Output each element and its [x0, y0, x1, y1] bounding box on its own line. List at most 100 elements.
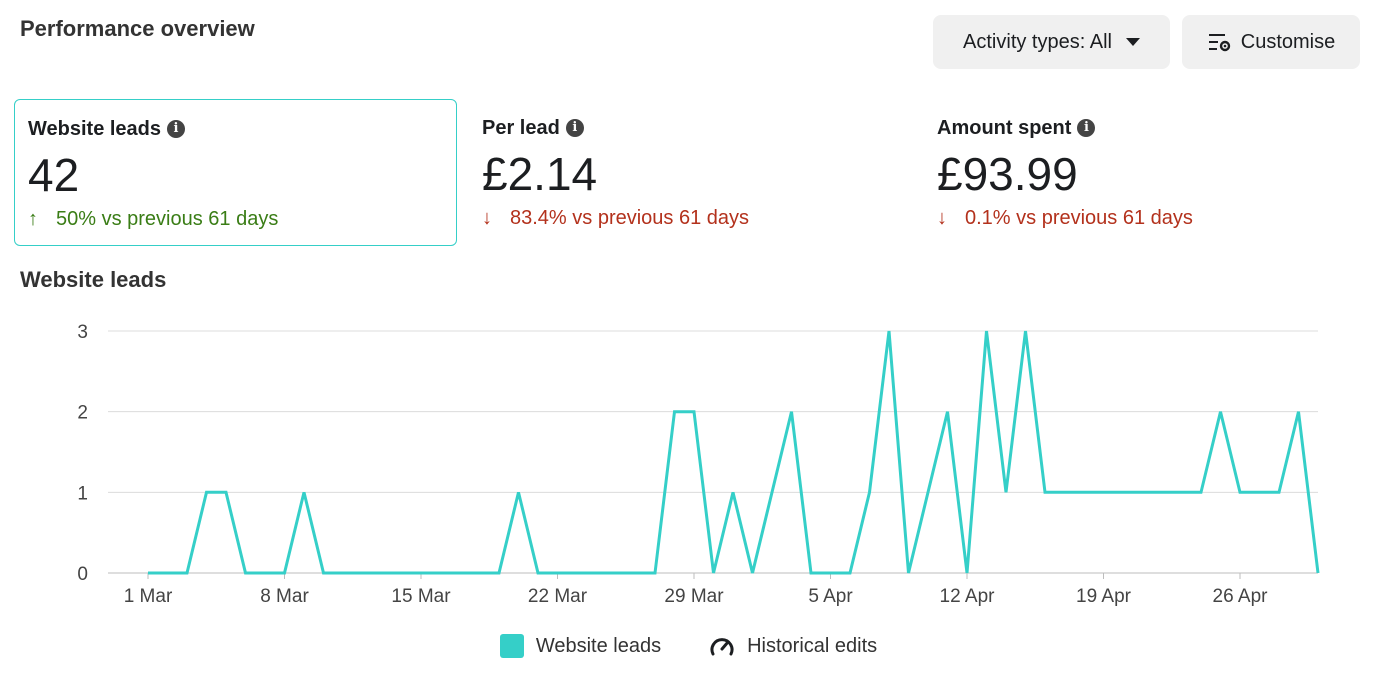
data-point[interactable] — [1295, 408, 1303, 416]
data-point[interactable] — [242, 569, 250, 577]
data-point[interactable] — [1197, 488, 1205, 496]
metric-card-website-leads[interactable]: Website leads i 42 ↑ 50% vs previous 61 … — [14, 99, 457, 246]
data-point[interactable] — [866, 488, 874, 496]
x-tick-label: 12 Apr — [940, 586, 996, 607]
legend-item-historical-edits[interactable]: Historical edits — [709, 634, 877, 658]
data-point[interactable] — [788, 408, 796, 416]
metric-card-per-lead[interactable]: Per lead i £2.14 ↓ 83.4% vs previous 61 … — [469, 99, 912, 246]
data-point[interactable] — [1100, 488, 1108, 496]
line-chart[interactable]: 0 1 2 3 1 Mar 8 Mar 15 Mar 22 Mar 29 Mar 5 Apr 12 … — [0, 300, 1377, 620]
data-point[interactable] — [359, 569, 367, 577]
x-tick-label: 8 Mar — [260, 586, 309, 607]
x-tick-label: 1 Mar — [124, 586, 173, 607]
metric-card-amount-spent[interactable]: Amount spent i £93.99 ↓ 0.1% vs previous… — [924, 99, 1367, 246]
legend-swatch — [499, 634, 524, 658]
data-point[interactable] — [398, 569, 406, 577]
metric-delta-row: ↑ 50% vs previous 61 days — [28, 208, 456, 231]
data-point[interactable] — [1217, 408, 1225, 416]
data-point[interactable] — [710, 569, 718, 577]
metric-label: Amount spent — [937, 116, 1072, 139]
metric-value: £93.99 — [937, 148, 1078, 200]
data-point[interactable] — [456, 569, 464, 577]
data-point[interactable] — [612, 569, 620, 577]
arrow-down-icon: ↓ — [937, 207, 947, 229]
data-point[interactable] — [690, 408, 698, 416]
data-point[interactable] — [515, 488, 523, 496]
legend-label: Website leads — [535, 634, 662, 657]
gauge-icon — [710, 638, 734, 656]
data-point[interactable] — [846, 569, 854, 577]
data-point[interactable] — [339, 569, 347, 577]
customise-label: Customise — [1240, 30, 1336, 53]
data-point[interactable] — [417, 569, 425, 577]
metric-value: 42 — [28, 149, 80, 201]
metric-label-row: Per lead i — [482, 115, 912, 141]
data-point[interactable] — [1256, 488, 1264, 496]
data-point[interactable] — [983, 327, 991, 335]
data-point[interactable] — [1139, 488, 1147, 496]
data-point[interactable] — [905, 569, 913, 577]
data-point[interactable] — [944, 408, 952, 416]
data-point[interactable] — [1178, 488, 1186, 496]
data-point[interactable] — [632, 569, 640, 577]
x-tick-label: 29 Mar — [664, 586, 724, 607]
data-point[interactable] — [320, 569, 328, 577]
data-point[interactable] — [281, 569, 289, 577]
data-point[interactable] — [1080, 488, 1088, 496]
data-point[interactable] — [963, 569, 971, 577]
data-point[interactable] — [495, 569, 503, 577]
data-point[interactable] — [924, 488, 932, 496]
metric-label-row: Website leads i — [28, 116, 456, 142]
caret-down-icon — [1125, 38, 1140, 46]
data-point[interactable] — [437, 569, 445, 577]
data-point[interactable] — [768, 488, 776, 496]
data-point[interactable] — [749, 569, 757, 577]
data-point[interactable] — [827, 569, 835, 577]
x-tick-label: 15 Mar — [391, 586, 451, 607]
data-point[interactable] — [476, 569, 484, 577]
data-point[interactable] — [378, 569, 386, 577]
data-point[interactable] — [203, 488, 211, 496]
legend-item-website-leads[interactable]: Website leads — [499, 634, 662, 658]
chart-title: Website leads — [20, 267, 167, 292]
metric-delta: 50% vs previous 61 days — [56, 208, 279, 230]
data-point[interactable] — [1119, 488, 1127, 496]
data-point[interactable] — [593, 569, 601, 577]
x-tick-label: 5 Apr — [808, 586, 853, 607]
data-point[interactable] — [1061, 488, 1069, 496]
data-point[interactable] — [554, 569, 562, 577]
metric-delta-row: ↓ 0.1% vs previous 61 days — [937, 207, 1367, 230]
data-point[interactable] — [183, 569, 191, 577]
data-point[interactable] — [1041, 488, 1049, 496]
info-icon[interactable]: i — [565, 119, 584, 137]
data-point[interactable] — [573, 569, 581, 577]
data-point[interactable] — [807, 569, 815, 577]
y-tick-label: 1 — [77, 483, 88, 504]
data-point[interactable] — [651, 569, 659, 577]
data-point[interactable] — [164, 569, 172, 577]
metric-delta: 0.1% vs previous 61 days — [965, 207, 1193, 229]
y-tick-label: 2 — [77, 403, 88, 424]
info-icon[interactable]: i — [1077, 119, 1096, 137]
series-line-website-leads[interactable] — [148, 330, 1320, 575]
activity-types-button[interactable]: Activity types: All — [933, 15, 1170, 69]
data-point[interactable] — [534, 569, 542, 577]
metric-delta: 83.4% vs previous 61 days — [510, 207, 750, 229]
data-point[interactable] — [300, 488, 308, 496]
data-point[interactable] — [1158, 488, 1166, 496]
data-point[interactable] — [1022, 327, 1030, 335]
metric-value: £2.14 — [482, 148, 598, 200]
data-point[interactable] — [1314, 569, 1322, 577]
data-point[interactable] — [222, 488, 230, 496]
legend-label: Historical edits — [747, 634, 878, 657]
data-point[interactable] — [1002, 488, 1010, 496]
data-point[interactable] — [1236, 488, 1244, 496]
data-point[interactable] — [1275, 488, 1283, 496]
data-point[interactable] — [885, 327, 893, 335]
data-point[interactable] — [671, 408, 679, 416]
data-point[interactable] — [729, 488, 737, 496]
customise-button[interactable]: Customise — [1182, 15, 1360, 69]
data-point[interactable] — [261, 569, 269, 577]
info-icon[interactable]: i — [167, 120, 186, 138]
data-point[interactable] — [144, 569, 152, 577]
